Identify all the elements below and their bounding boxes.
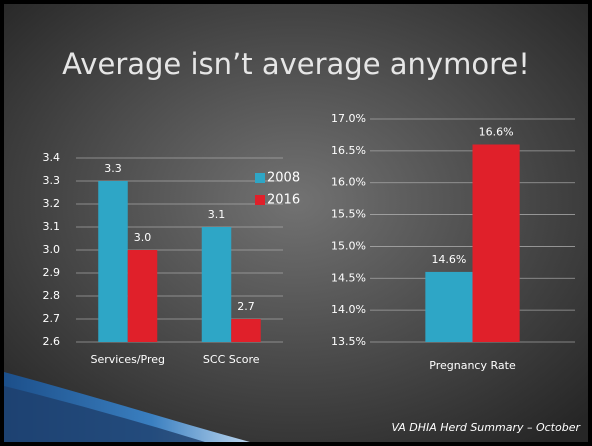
y-tick-label: 14.0% <box>331 303 366 316</box>
y-tick-label: 3.0 <box>43 243 61 256</box>
title: Average isn’t average anymore! <box>62 47 530 81</box>
bar <box>98 181 128 342</box>
data-label: 14.6% <box>431 253 466 266</box>
legend-label: 2016 <box>267 193 300 208</box>
data-label: 2.7 <box>237 300 255 313</box>
y-tick-label: 14.5% <box>331 271 366 284</box>
legend-label: 2008 <box>267 171 300 186</box>
y-tick-label: 13.5% <box>331 335 366 348</box>
legend-swatch <box>255 173 265 183</box>
y-tick-label: 16.0% <box>331 176 366 189</box>
bar <box>127 250 158 342</box>
bar <box>201 227 232 342</box>
y-tick-label: 2.9 <box>43 266 61 279</box>
bar <box>231 319 261 342</box>
y-tick-label: 16.5% <box>331 144 366 157</box>
y-tick-label: 15.0% <box>331 239 366 252</box>
x-tick-label: SCC Score <box>203 353 260 366</box>
data-label: 16.6% <box>479 125 514 138</box>
y-tick-label: 3.1 <box>43 220 61 233</box>
y-tick-label: 15.5% <box>331 208 366 221</box>
y-tick-label: 3.2 <box>43 197 61 210</box>
data-label: 3.3 <box>104 162 122 175</box>
y-tick-label: 3.4 <box>43 151 61 164</box>
data-label: 3.1 <box>208 208 226 221</box>
bar <box>472 144 520 342</box>
data-label: 3.0 <box>134 231 152 244</box>
footer: VA DHIA Herd Summary – October <box>391 421 581 434</box>
y-tick-label: 2.6 <box>43 335 61 348</box>
y-tick-label: 3.3 <box>43 174 61 187</box>
swoosh-dark <box>4 386 205 442</box>
x-tick-label: Pregnancy Rate <box>429 359 516 372</box>
y-tick-label: 17.0% <box>331 112 366 125</box>
y-tick-label: 2.7 <box>43 312 61 325</box>
y-tick-label: 2.8 <box>43 289 61 302</box>
bar <box>425 271 473 342</box>
x-tick-label: Services/Preg <box>90 353 165 366</box>
legend-swatch <box>255 195 265 205</box>
